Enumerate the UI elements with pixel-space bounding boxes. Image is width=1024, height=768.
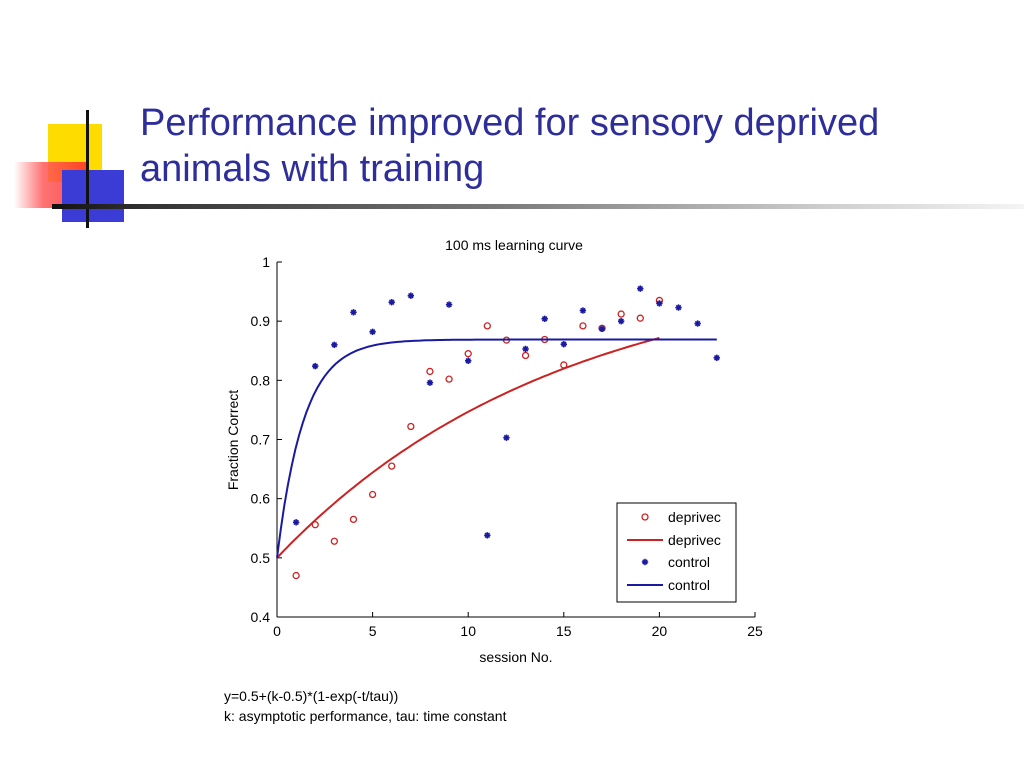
data-point-deprivec xyxy=(426,367,434,376)
chart-legend: deprivec deprivec control control xyxy=(616,502,737,603)
data-point-deprivec xyxy=(617,310,625,318)
y-tick-label: 0.8 xyxy=(251,372,271,388)
legend-entry-deprivec-fit: deprivec xyxy=(627,532,721,548)
data-point-control xyxy=(675,304,682,311)
data-point-control xyxy=(541,315,548,322)
data-point-control xyxy=(656,300,663,307)
y-axis-label: Fraction Correct xyxy=(225,390,241,490)
data-point-control xyxy=(637,285,644,292)
data-point-control xyxy=(369,328,376,336)
series-control-points xyxy=(292,285,720,539)
decorative-blue-square xyxy=(62,170,124,222)
data-point-control xyxy=(617,317,625,325)
legend-entry-control-points: control xyxy=(641,554,710,570)
data-point-control xyxy=(503,434,510,441)
data-point-deprivec xyxy=(349,515,358,524)
legend-marker xyxy=(641,513,649,521)
data-point-deprivec xyxy=(330,537,339,545)
y-tick-label: 0.6 xyxy=(251,491,271,507)
series-deprivec-fit xyxy=(276,336,660,559)
data-point-control xyxy=(445,301,453,308)
y-tick-label: 0.5 xyxy=(251,550,271,566)
y-tick-label: 1 xyxy=(262,254,270,270)
data-point-control xyxy=(331,341,338,349)
legend-label: control xyxy=(668,577,710,593)
x-axis-label: session No. xyxy=(479,649,552,665)
data-point-control xyxy=(713,354,720,362)
y-tick-label: 0.7 xyxy=(251,432,271,448)
y-tick-label: 0.4 xyxy=(251,609,271,625)
formula-footnote: y=0.5+(k-0.5)*(1-exp(-t/tau)) xyxy=(224,688,399,704)
data-point-deprivec xyxy=(407,422,415,431)
data-point-deprivec xyxy=(636,314,644,322)
data-point-control xyxy=(292,519,300,526)
data-point-control xyxy=(694,320,701,327)
data-point-control xyxy=(560,341,567,348)
slide-title-line-1: Performance improved for sensory deprive… xyxy=(140,102,880,144)
data-point-deprivec xyxy=(388,462,396,470)
data-point-deprivec xyxy=(445,375,453,383)
y-axis-ticks: 0.4 0.5 0.6 0.7 0.8 0.9 1 xyxy=(251,254,282,625)
fit-line-deprivec xyxy=(276,336,660,559)
data-point-deprivec xyxy=(464,350,472,358)
data-point-control xyxy=(312,362,319,370)
data-point-deprivec xyxy=(521,351,530,360)
data-point-control xyxy=(426,379,434,386)
chart-title: 100 ms learning curve xyxy=(445,237,583,253)
x-tick-label: 25 xyxy=(747,623,763,639)
parameter-footnote: k: asymptotic performance, tau: time con… xyxy=(224,708,507,724)
x-tick-label: 15 xyxy=(556,623,572,639)
fit-line-control xyxy=(276,338,717,558)
data-point-control xyxy=(388,299,395,306)
x-tick-label: 10 xyxy=(460,623,476,639)
legend-label: deprivec xyxy=(668,532,721,548)
decorative-vertical-line xyxy=(86,110,89,228)
data-point-control xyxy=(407,292,415,299)
y-tick-label: 0.9 xyxy=(251,313,271,329)
data-point-control xyxy=(579,307,587,314)
legend-entry-deprivec-points: deprivec xyxy=(641,509,721,525)
legend-label: deprivec xyxy=(668,509,721,525)
x-tick-label: 0 xyxy=(273,623,281,639)
data-point-deprivec xyxy=(368,490,377,499)
data-point-control xyxy=(350,309,357,316)
data-point-control xyxy=(465,357,472,365)
series-layer xyxy=(276,285,720,580)
data-point-deprivec xyxy=(483,322,491,330)
slide-title: Performance improved for sensory deprive… xyxy=(140,100,1000,192)
legend-marker xyxy=(641,558,649,566)
decorative-horizontal-rule xyxy=(52,204,1024,209)
series-control-fit xyxy=(276,338,717,558)
data-point-deprivec xyxy=(292,571,300,580)
x-tick-label: 5 xyxy=(369,623,377,639)
x-tick-label: 20 xyxy=(652,623,668,639)
legend-entry-control-fit: control xyxy=(627,577,710,593)
data-point-control xyxy=(598,325,606,333)
data-point-deprivec xyxy=(311,521,319,529)
data-point-control xyxy=(484,532,491,539)
data-point-deprivec xyxy=(579,322,587,330)
legend-label: control xyxy=(668,554,710,570)
x-axis-ticks: 0 5 10 15 20 25 xyxy=(273,612,763,639)
data-point-control xyxy=(522,345,529,353)
slide-title-line-2: animals with training xyxy=(140,148,485,190)
